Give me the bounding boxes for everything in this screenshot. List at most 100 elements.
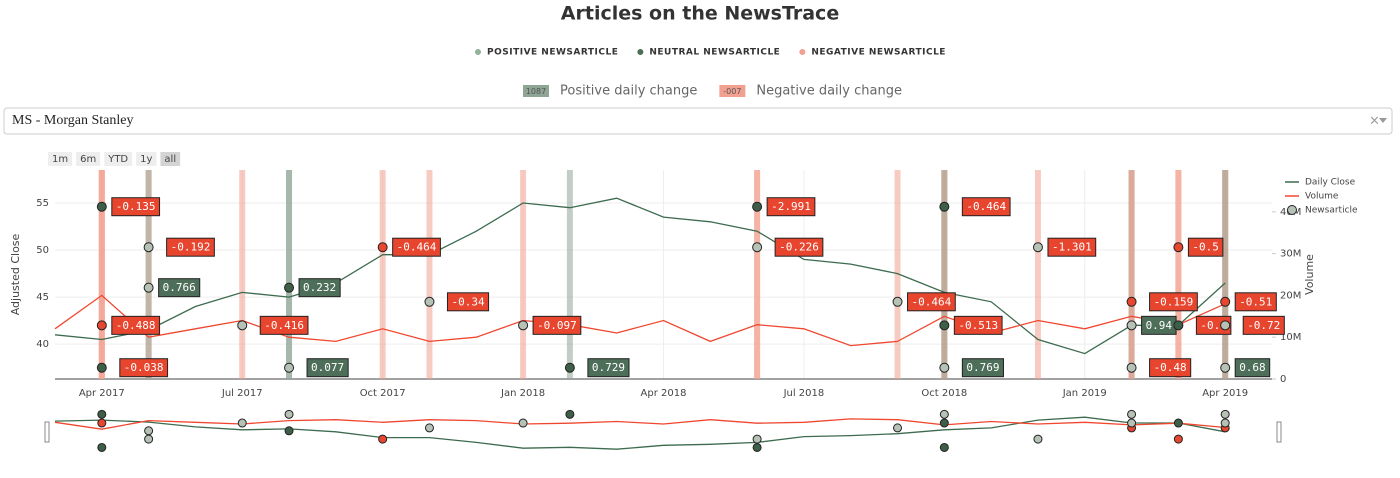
change-badge-text: -007 (723, 87, 741, 96)
news-band (379, 170, 386, 379)
news-band (1222, 170, 1229, 379)
change-box (907, 292, 956, 312)
slider-handle[interactable] (1276, 421, 1282, 443)
change-label: -0.6 (1200, 319, 1227, 332)
legend-dot[interactable] (475, 49, 481, 55)
news-marker-mini (424, 423, 434, 433)
news-marker-mini (1127, 418, 1137, 428)
x-tick-label: Jul 2017 (221, 388, 263, 399)
change-box (1149, 292, 1198, 312)
change-label: -0.51 (1239, 295, 1272, 308)
news-marker (752, 201, 763, 212)
range-button[interactable] (136, 152, 157, 166)
news-marker (96, 320, 107, 331)
news-band (1034, 170, 1041, 379)
y2-axis-title: Volume (1303, 254, 1316, 295)
y2-tick-label: 10M (1280, 332, 1301, 343)
news-marker (939, 320, 950, 331)
legend-label[interactable]: NEUTRAL NEWSARTICLE (649, 48, 780, 58)
range-button-label[interactable]: YTD (107, 154, 128, 165)
change-box (532, 315, 582, 335)
slider-handle[interactable] (44, 421, 50, 443)
change-label: Negative daily change (756, 84, 902, 99)
news-marker-mini (1033, 434, 1043, 444)
news-band (1128, 170, 1135, 379)
dropdown-value[interactable]: MS - Morgan Stanley (12, 113, 133, 128)
y-tick-label: 55 (36, 198, 49, 209)
news-marker (237, 320, 248, 331)
change-box (766, 197, 816, 217)
range-button[interactable] (104, 152, 133, 166)
dropdown[interactable] (3, 107, 1393, 135)
news-marker (143, 282, 154, 293)
change-box (1242, 315, 1285, 335)
legend-label[interactable]: NEGATIVE NEWSARTICLE (811, 48, 946, 58)
legend-label[interactable]: Daily Close (1305, 178, 1356, 188)
change-label: -2.991 (771, 200, 811, 213)
change-label: -0.464 (966, 200, 1006, 213)
range-button[interactable] (76, 152, 101, 166)
news-marker (1220, 296, 1231, 307)
change-box (953, 315, 1003, 335)
range-button-label[interactable]: 6m (80, 154, 96, 165)
y2-tick-label: 20M (1280, 290, 1301, 301)
news-marker (1032, 242, 1043, 253)
x-tick-label: Jan 2019 (1062, 388, 1107, 399)
news-marker-mini (1127, 409, 1137, 419)
change-label: -0.038 (124, 361, 164, 374)
legend-dot[interactable] (637, 49, 644, 55)
news-marker-mini (97, 418, 107, 428)
news-marker-mini (144, 426, 154, 436)
news-marker (939, 201, 950, 212)
news-marker (892, 296, 903, 307)
legend-dot[interactable] (799, 49, 806, 55)
change-box (1047, 237, 1097, 257)
change-label: -0.464 (397, 241, 437, 254)
change-label: -0.416 (264, 319, 304, 332)
range-button-label[interactable]: 1m (52, 154, 68, 165)
news-marker-mini (752, 434, 762, 444)
news-marker-mini (97, 442, 107, 452)
news-marker-mini (939, 418, 949, 428)
news-marker (96, 201, 107, 212)
news-band (98, 170, 105, 379)
news-marker-mini (144, 434, 154, 444)
news-marker (1126, 296, 1137, 307)
page-title: Articles on the NewsTrace (561, 3, 839, 25)
change-label: -0.5 (1192, 241, 1219, 254)
change-box (1187, 237, 1224, 257)
news-marker (939, 362, 950, 373)
range-button-label[interactable]: all (164, 154, 176, 165)
news-marker (1220, 320, 1231, 331)
change-label: 0.769 (966, 361, 999, 374)
change-box (306, 358, 349, 378)
range-button[interactable] (160, 152, 181, 166)
x-tick-label: Jan 2018 (500, 388, 545, 399)
news-marker (1126, 320, 1137, 331)
change-box (119, 358, 169, 378)
news-marker (1173, 320, 1184, 331)
y-axis-title: Adjusted Close (9, 233, 22, 315)
news-band (1175, 170, 1182, 379)
news-marker (564, 362, 575, 373)
change-label: -0.48 (1154, 361, 1187, 374)
change-box (158, 278, 201, 298)
range-button[interactable] (48, 152, 73, 166)
change-label: -0.135 (116, 200, 156, 213)
dropdown-arrow[interactable] (1379, 118, 1387, 123)
change-box (587, 358, 630, 378)
change-box (1195, 315, 1232, 335)
range-button-label[interactable]: 1y (140, 154, 152, 165)
legend-swatch[interactable] (1287, 205, 1297, 215)
change-label: -0.72 (1247, 319, 1280, 332)
news-marker-mini (1173, 418, 1183, 428)
dropdown-clear[interactable]: × (1369, 114, 1380, 129)
legend-label[interactable]: POSITIVE NEWSARTICLE (487, 48, 618, 58)
news-marker-mini (752, 442, 762, 452)
x-tick-label: Oct 2018 (921, 388, 967, 399)
y-tick-label: 40 (36, 339, 49, 350)
news-marker (377, 242, 388, 253)
news-marker-mini (893, 423, 903, 433)
legend-label[interactable]: Volume (1305, 192, 1339, 202)
legend-label[interactable]: Newsarticle (1305, 206, 1358, 216)
